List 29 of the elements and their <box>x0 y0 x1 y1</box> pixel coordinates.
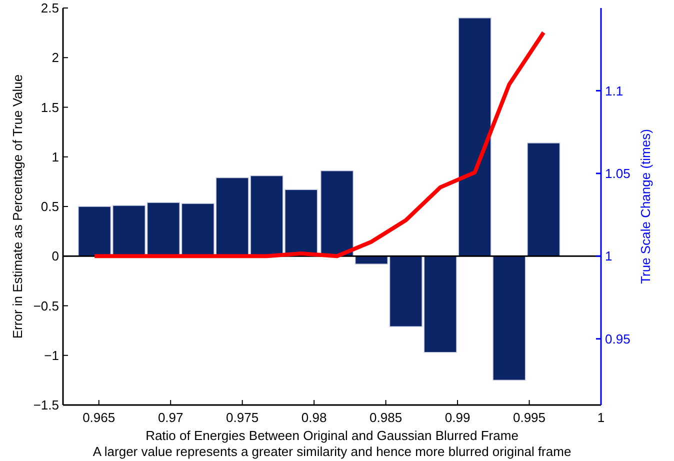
y-tick-label: −0.5 <box>33 298 59 314</box>
y-tick-label: 2 <box>52 50 59 66</box>
x-tick-label: 1 <box>597 410 605 425</box>
y-tick-label: −1.5 <box>33 398 59 413</box>
bar <box>320 170 354 257</box>
line-series <box>92 30 546 258</box>
y2-tick-label: 1.05 <box>605 166 630 181</box>
x-axis-title: Ratio of Energies Between Original and Gaussian Blurred Frame A larger value represents a greater similarity and hence more blurred original frame <box>92 428 572 459</box>
y-tick-label: 1.5 <box>40 100 59 115</box>
bar <box>492 256 526 381</box>
x-tick-label: 0.97 <box>158 410 184 425</box>
x-tick-label: 0.98 <box>301 410 327 425</box>
y2-axis-title: True Scale Change (times) <box>638 129 653 284</box>
y-axis-title: Error in Estimate as Percentage of True Value <box>10 74 25 339</box>
bar <box>527 142 560 257</box>
y-tick-label: 2.5 <box>40 0 59 16</box>
y-tick-label: 1 <box>52 149 59 164</box>
y2-tick-label: 1.1 <box>605 83 624 98</box>
y-tick-label: 0.5 <box>40 199 59 214</box>
x-tick-label: 0.995 <box>512 410 546 425</box>
y2-tick-label: 0.95 <box>605 331 630 346</box>
y-tick-label: 0 <box>52 248 59 264</box>
x-tick-label: 0.975 <box>226 410 259 425</box>
x-tick-label: 0.99 <box>444 410 470 425</box>
y2-tick-label: 1 <box>605 248 612 264</box>
y-tick-label: −1 <box>44 348 59 363</box>
bar <box>458 18 492 257</box>
x-tick-label: 0.985 <box>370 410 402 425</box>
x-tick-label: 0.965 <box>82 410 116 425</box>
